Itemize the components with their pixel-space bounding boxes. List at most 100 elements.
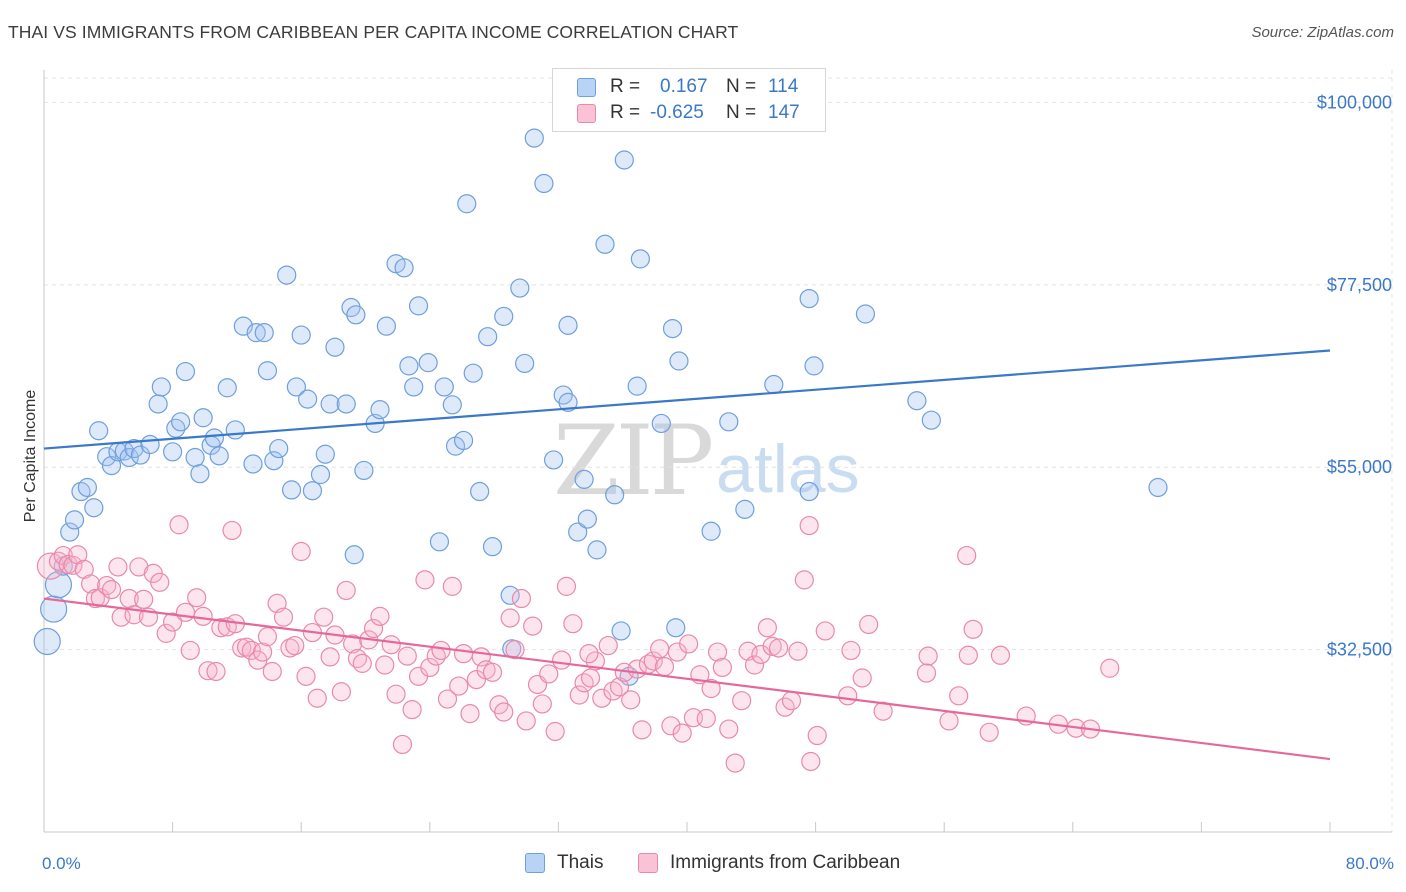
thais-point-14 [119,447,139,468]
caribbean-point-151 [1100,658,1120,678]
caribbean-point-134 [807,725,827,746]
thais-point-56 [376,316,396,336]
thais-point-33 [243,454,263,474]
thais-point-41 [286,377,306,397]
legend-swatch-caribbean [638,853,658,873]
thais-point-107 [907,391,927,411]
caribbean-point-136 [838,686,858,706]
caribbean-point-26 [187,588,207,608]
thais-point-64 [434,377,454,397]
caribbean-point-86 [523,616,543,636]
y-tick-label-3: $100,000 [1317,92,1392,112]
caribbean-point-58 [363,618,384,639]
thais-point-22 [171,412,191,432]
caribbean-point-81 [494,702,514,722]
caribbean-point-98 [592,688,612,708]
caribbean-point-67 [415,570,435,590]
gridlines [44,70,1393,832]
caribbean-point-111 [667,642,687,662]
r-label: R = [610,76,641,97]
caribbean-point-105 [632,720,652,740]
caribbean-point-56 [352,653,372,673]
caribbean-point-68 [420,657,440,678]
caribbean-point-2 [53,545,73,566]
caribbean-point-119 [712,657,732,678]
caribbean-point-44 [285,635,305,656]
caribbean-point-17 [134,589,154,609]
thais-point-5 [64,510,85,530]
thais-point-62 [418,353,438,373]
thais-point-36 [257,361,278,381]
caribbean-point-50 [320,647,340,667]
thais-point-31 [225,420,245,440]
thais-point-52 [354,460,374,481]
thais-point-85 [574,469,594,489]
n-label: N = [726,76,757,97]
caribbean-point-24 [175,602,196,622]
thais-point-98 [666,618,686,638]
caribbean-point-139 [859,614,879,635]
y-tick-label-0: $32,500 [1327,640,1392,660]
thais-point-77 [515,353,535,374]
thais-point-71 [478,327,498,347]
thais-point-72 [482,537,503,557]
caribbean-point-12 [108,557,128,577]
thais-point-102 [764,374,784,395]
caribbean-point-128 [769,638,789,658]
thais-point-45 [310,464,331,485]
caribbean-point-45 [291,541,311,562]
x-tick-label-1: 80.0% [1346,854,1394,873]
caribbean-point-124 [744,655,765,675]
caribbean-point-75 [460,704,480,724]
thais-point-73 [494,306,514,327]
caribbean-point-155 [916,663,937,683]
thais-point-25 [190,464,210,484]
thais-point-16 [130,445,151,465]
x-tick-label-0: 0.0% [42,854,81,873]
thais-point-78 [524,128,544,148]
thais-point-95 [651,413,671,434]
caribbean-point-153 [957,545,977,566]
thais-point-44 [302,481,323,501]
thais-point-48 [325,337,345,357]
caribbean-point-21 [156,623,176,643]
thais-point-29 [209,446,229,466]
caribbean-point-121 [725,753,745,773]
thais-point-49 [336,394,356,414]
watermark-atlas: atlas [716,431,860,507]
caribbean-point-70 [431,640,451,661]
caribbean-point-72 [442,576,462,596]
y-tick-label-1: $55,000 [1327,457,1392,477]
thais-point-61 [408,296,429,316]
caribbean-point-62 [386,684,406,704]
thais-point-69 [463,363,483,383]
caribbean-point-130 [781,691,802,711]
thais-point-92 [627,376,647,396]
caribbean-point-9 [90,588,110,608]
caribbean-point-144 [958,645,978,665]
thais-point-53 [344,545,364,565]
thais-point-76 [510,278,530,298]
thais-point-86 [577,509,597,529]
caribbean-point-110 [661,716,681,736]
source-credit: Source: ZipAtlas.com [1251,24,1394,41]
caribbean-point-103 [621,690,641,710]
caribbean-point-27 [193,606,213,626]
caribbean-point-122 [732,691,752,711]
caribbean-points [36,515,1120,773]
thais-point-97 [669,351,689,371]
thais-point-42 [291,325,311,345]
caribbean-point-137 [841,640,861,661]
legend-item-thais: Thais [525,852,603,874]
thais-point-66 [442,395,462,415]
n-value: 147 [768,102,800,123]
caribbean-point-11 [101,580,122,600]
caribbean-point-152 [799,515,819,536]
thais-point-38 [269,438,289,459]
thais-point-108 [921,410,941,430]
thais-point-1 [40,595,68,623]
thais-point-94 [630,249,650,269]
thais-point-28 [204,428,224,448]
thais-point-24 [185,447,205,468]
caribbean-point-142 [939,711,959,731]
